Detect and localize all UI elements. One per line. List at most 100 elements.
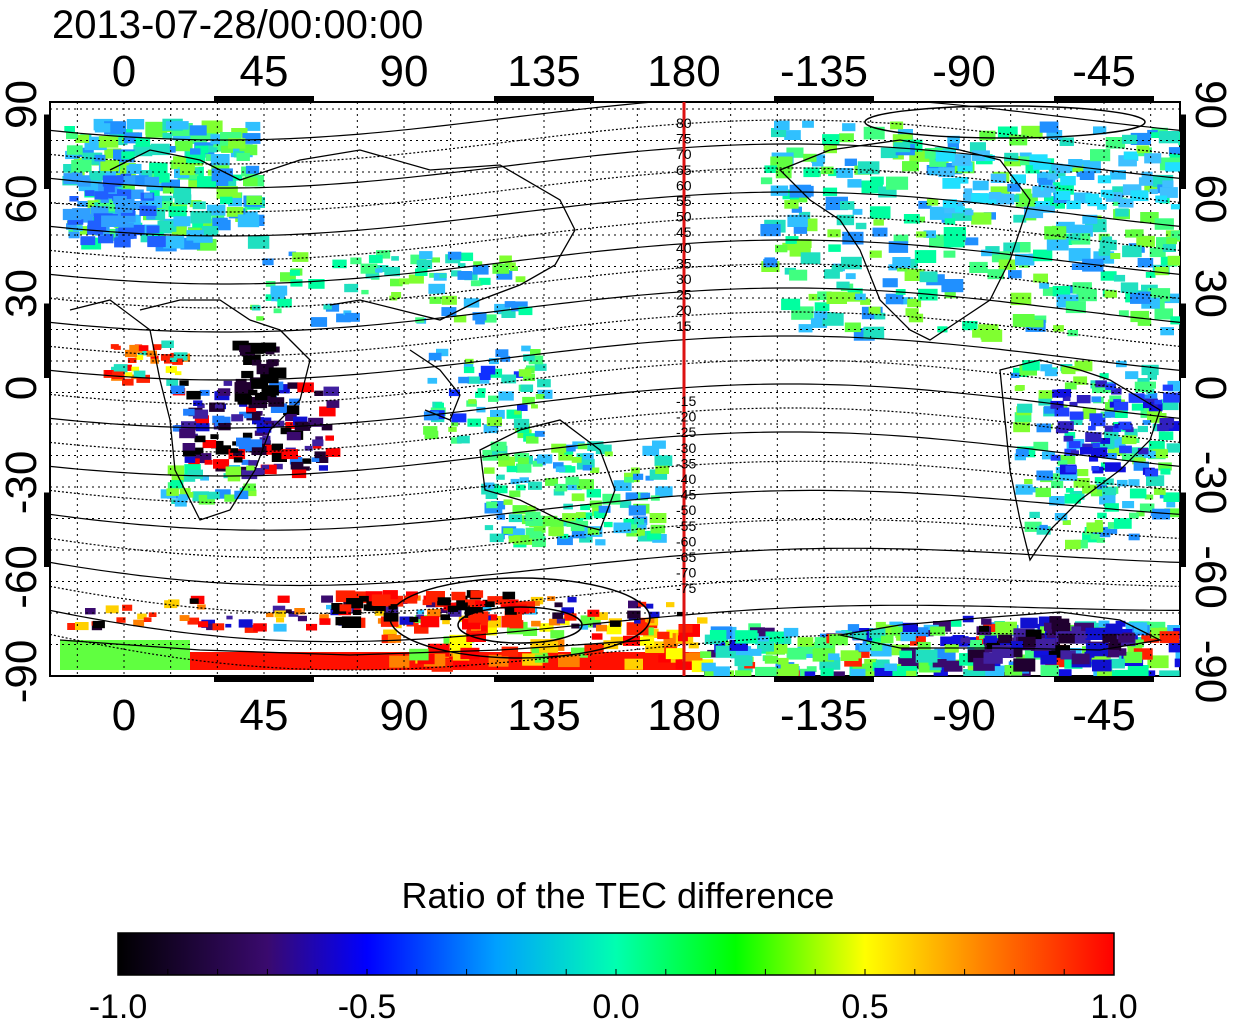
tec-patch — [477, 388, 486, 394]
contour-line — [50, 604, 1180, 643]
tec-patch — [251, 378, 269, 389]
tec-patch — [1065, 488, 1074, 493]
tec-patch — [501, 646, 519, 657]
contour-label: -30 — [676, 440, 696, 456]
tec-patch — [80, 236, 96, 246]
frame-tick-left — [44, 492, 50, 567]
contour-line — [50, 263, 1180, 309]
tec-patch — [957, 177, 969, 184]
frame-tick-bottom — [494, 676, 594, 682]
tec-patch — [1147, 393, 1158, 399]
tec-patch — [1008, 270, 1022, 279]
tec-patch — [1012, 314, 1035, 328]
tec-patch — [1133, 461, 1149, 471]
tec-patch — [441, 295, 457, 305]
tec-patch — [213, 219, 231, 231]
tec-patch — [676, 611, 685, 617]
tec-patch — [427, 594, 438, 602]
tec-patch — [1007, 183, 1021, 192]
tec-patch — [297, 615, 307, 622]
tec-patch — [1036, 423, 1052, 433]
tec-patch — [244, 413, 252, 419]
tec-patch — [658, 654, 672, 663]
tec-patch — [801, 646, 815, 654]
tec-patch — [820, 668, 834, 676]
tec-patch — [1059, 470, 1078, 481]
contour-label: 70 — [676, 146, 692, 162]
tec-patch — [1085, 432, 1102, 442]
tec-patch — [297, 382, 314, 393]
tec-patch — [1130, 291, 1151, 304]
tec-patch — [66, 132, 78, 140]
tec-patch — [1137, 378, 1150, 386]
contour-line — [50, 576, 1180, 614]
tec-patch — [1145, 468, 1159, 477]
tec-patch — [988, 192, 1002, 200]
tec-patch — [1018, 636, 1036, 648]
tec-patch — [287, 382, 299, 389]
tec-patch — [399, 616, 414, 625]
tec-patch — [841, 256, 862, 270]
contour-label: -20 — [676, 409, 696, 425]
tec-patch — [855, 293, 866, 301]
contour-line — [50, 335, 1180, 381]
tec-patch — [489, 358, 499, 365]
tec-patch — [984, 635, 997, 643]
tec-patch — [1021, 188, 1032, 195]
contour-line — [50, 102, 1180, 141]
tec-patch — [1132, 456, 1146, 465]
tec-patch — [125, 372, 133, 377]
tec-patch — [211, 161, 230, 173]
tec-patch — [145, 121, 168, 135]
tec-patch — [1114, 669, 1130, 676]
tec-patch — [1140, 212, 1159, 224]
tec-patch — [508, 535, 521, 543]
tec-patch — [627, 610, 641, 619]
tec-patch — [918, 200, 932, 209]
contour-line — [50, 547, 1180, 587]
tec-patch — [760, 177, 773, 185]
tec-patch — [1168, 147, 1180, 156]
tec-patch — [836, 168, 853, 178]
contour-label: 35 — [676, 255, 692, 271]
tec-patch — [532, 460, 543, 467]
tec-patch — [182, 443, 196, 451]
tec-patch — [236, 152, 250, 161]
tec-patch — [251, 446, 267, 456]
tec-patch — [173, 216, 191, 227]
tec-patch — [523, 627, 538, 636]
tec-patch — [1053, 325, 1064, 332]
tec-patch — [734, 655, 753, 667]
tec-patch — [136, 374, 150, 383]
tec-patch — [947, 142, 959, 149]
tec-patch — [341, 616, 362, 628]
tec-patch — [957, 162, 973, 172]
tec-patch — [518, 306, 533, 316]
tec-patch — [1117, 479, 1128, 487]
tec-patch — [410, 254, 427, 265]
tec-patch — [156, 201, 173, 212]
tec-patch — [586, 488, 601, 498]
top-lon-label: 0 — [112, 47, 136, 96]
tec-patch — [1154, 218, 1174, 230]
tec-patch — [1159, 670, 1180, 676]
tec-patch — [235, 378, 247, 386]
tec-patch — [186, 390, 201, 400]
tec-patch — [499, 255, 512, 264]
tec-patch — [343, 310, 352, 316]
tec-patch — [778, 668, 799, 676]
tec-patch — [655, 486, 673, 497]
tec-patch — [513, 418, 530, 429]
tec-patch — [1039, 121, 1059, 133]
tec-patch — [288, 611, 299, 617]
tec-patch — [534, 430, 545, 437]
tec-patch — [215, 445, 231, 455]
tec-patch — [163, 235, 185, 249]
tec-patch — [823, 145, 837, 154]
tec-patch — [149, 162, 168, 174]
tec-patch — [360, 263, 378, 274]
bottom-lon-label: 0 — [112, 691, 136, 740]
tec-patch — [1104, 411, 1115, 418]
tec-patch — [604, 451, 613, 457]
